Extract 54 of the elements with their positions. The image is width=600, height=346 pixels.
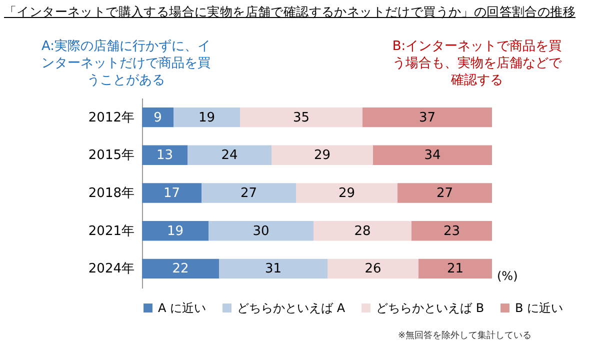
- bar: [142, 221, 208, 241]
- bar: [328, 258, 418, 279]
- data-label: 9: [154, 110, 162, 126]
- bar: [362, 107, 492, 128]
- data-label: 29: [338, 186, 356, 201]
- text: ※無回答を除外して集計している: [398, 330, 532, 343]
- bar: [188, 145, 272, 165]
- bar: [208, 221, 314, 241]
- legend-label: どちらかといえば A: [237, 301, 346, 315]
- bar: [142, 145, 188, 165]
- bar: [202, 183, 296, 203]
- y-tick-label: 2012年: [88, 110, 134, 126]
- text: A:実際の店舗に行かずに、インターネットだけで商品を買うことがある: [40, 38, 212, 89]
- data-label: 24: [221, 148, 238, 164]
- data-label: 31: [264, 262, 282, 277]
- bar: [142, 183, 202, 203]
- bar: [142, 258, 219, 279]
- data-label: 27: [240, 186, 258, 201]
- data-label: 19: [198, 110, 216, 126]
- bar: [296, 183, 398, 203]
- legend-label: B に近い: [515, 301, 564, 315]
- data-label: 13: [156, 148, 174, 164]
- chart-title: 「インターネットで購入する場合に実物を店舗で確認するかネットだけで買うか」の回答割合の推移: [4, 4, 576, 21]
- data-label: 37: [418, 110, 436, 126]
- data-label: 21: [446, 262, 464, 277]
- bar: [314, 221, 412, 241]
- bar: [412, 221, 492, 241]
- data-label: 30: [252, 224, 270, 239]
- y-tick-label: 2018年: [88, 186, 134, 201]
- data-label: 23: [443, 224, 460, 239]
- data-label: 35: [292, 110, 310, 126]
- data-label: 29: [314, 148, 331, 164]
- data-label: 27: [436, 186, 454, 201]
- bar: [418, 258, 492, 279]
- bar: [219, 258, 328, 279]
- y-tick-label: 2015年: [88, 148, 134, 164]
- legend-label: どちらかといえば B: [376, 301, 484, 315]
- data-label: 34: [424, 148, 441, 164]
- bar: [240, 107, 362, 128]
- data-label: 26: [364, 262, 382, 277]
- bar: [398, 183, 492, 203]
- data-label: 19: [166, 224, 184, 239]
- text: (%): [497, 268, 518, 285]
- bar: [272, 145, 373, 165]
- legend-label: A に近い: [158, 301, 206, 315]
- y-tick-label: 2021年: [88, 224, 134, 239]
- bar: [373, 145, 492, 165]
- text: B:インターネットで商品を買う場合も、実物を店舗などで確認する: [392, 38, 562, 89]
- data-label: 17: [163, 186, 180, 201]
- data-label: 28: [354, 224, 371, 239]
- y-tick-label: 2024年: [88, 262, 134, 277]
- bar: [142, 107, 174, 128]
- bar: [174, 107, 240, 128]
- data-label: 22: [172, 262, 189, 277]
